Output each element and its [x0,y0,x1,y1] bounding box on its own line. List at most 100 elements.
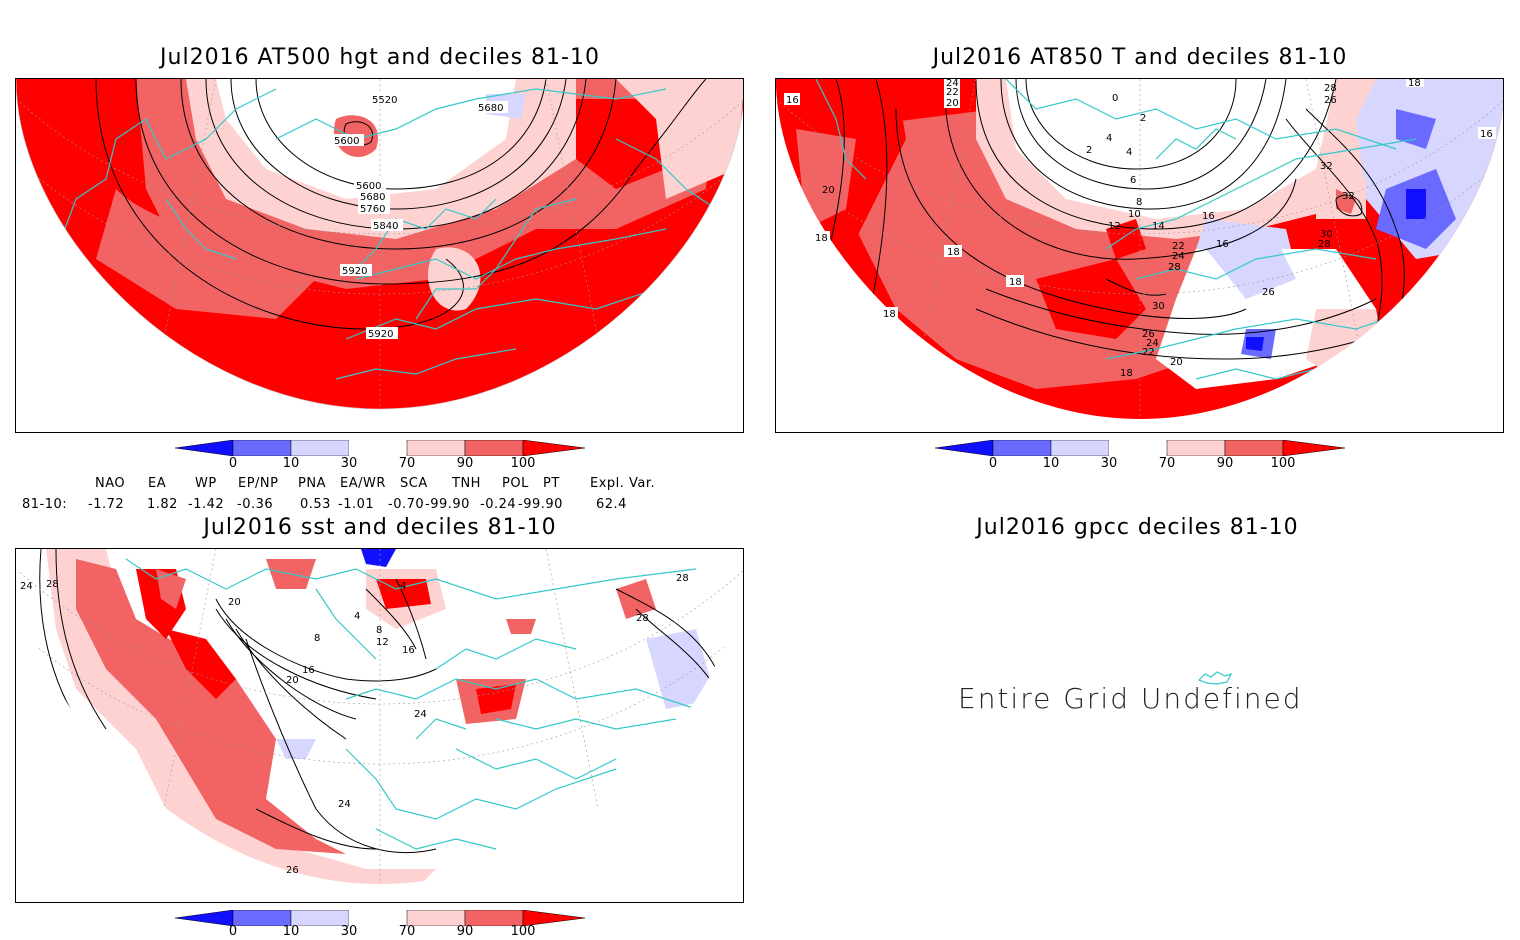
contour-label: 28 [1168,262,1181,273]
contour-label: 0 [1112,93,1118,104]
contour-label: 28 [46,579,59,590]
index-value: 1.82 [147,497,178,512]
contour-label: 8 [1136,197,1142,208]
contour-label: 22 [946,87,959,98]
colorbar-label: 30 [1100,456,1118,471]
contour-label: 18 [883,309,896,320]
contour-label: 22 [1172,241,1185,252]
contour-label: 22 [1142,347,1155,358]
contour-label: 26 [1324,95,1337,106]
contour-label: 18 [1009,277,1022,288]
colorbar-label: 70 [398,456,416,471]
index-value: -1.72 [88,497,125,512]
undefined-grid-message: Entire Grid Undefined [958,682,1303,715]
panel2-map-graphic: 16 24 22 20 0 2 4 2 4 6 8 10 12 14 16 18… [776,79,1503,419]
colorbar-label: 90 [456,456,474,471]
contour-label: 30 [1320,229,1333,240]
colorbar-label: 10 [282,456,300,471]
panel3-contour-labels: 24 28 20 8 4 4 8 12 16 16 20 24 24 26 28… [20,573,689,876]
contour-label: 5680 [478,103,503,114]
colorbar-label: 70 [1158,456,1176,471]
index-header: SCA [400,476,428,491]
contour-label: 5920 [342,266,367,277]
panel1-map-graphic: 5520 5680 5600 5600 5680 5760 5840 5920 … [16,79,743,410]
contour-label: 18 [1120,368,1133,379]
contour-label: 5920 [368,329,393,340]
contour-label: 24 [414,709,427,720]
index-header: NAO [95,476,126,491]
panel1-map: 5520 5680 5600 5600 5680 5760 5840 5920 … [15,78,744,433]
contour-label: 4 [400,581,406,592]
index-header: PNA [298,476,326,491]
contour-label: 4 [354,611,360,622]
contour-label: 16 [1202,211,1215,222]
contour-label: 16 [1480,129,1493,140]
contour-label: 18 [1408,79,1421,89]
contour-label: 6 [1130,175,1136,186]
colorbar-label: 0 [228,456,238,471]
coastline-fragment [1197,671,1233,685]
panel3-map-graphic: 24 28 20 8 4 4 8 12 16 16 20 24 24 26 28… [16,549,743,884]
contour-label: 20 [286,675,299,686]
panel3-title: Jul2016 sst and deciles 81-10 [203,515,557,540]
contour-label: 32 [1320,161,1333,172]
colorbar-label: 100 [510,924,536,939]
index-header: Expl. Var. [590,476,656,491]
index-value: 62.4 [596,497,627,512]
contour-label: 24 [1146,338,1159,349]
colorbar-panel3: 0 10 30 70 90 100 [174,909,586,940]
contour-label: 24 [20,581,33,592]
contour-label: 2 [1140,113,1146,124]
colorbar-panel1: 0 10 30 70 90 100 [174,439,586,474]
contour-label: 28 [676,573,689,584]
panel1-contour-labels: 5520 5680 5600 5600 5680 5760 5840 5920 … [332,93,508,340]
colorbar-panel2: 0 10 30 70 90 100 [934,439,1346,474]
panel2-contour-labels: 16 24 22 20 0 2 4 2 4 6 8 10 12 14 16 18… [784,79,1496,379]
contour-label: 28 [1324,83,1337,94]
index-value: -99.90 [425,497,470,512]
contour-label: 16 [402,645,415,656]
colorbar-label: 30 [340,924,358,939]
index-value: -1.42 [188,497,225,512]
colorbar-label: 10 [282,924,300,939]
contour-label: 2 [1086,145,1092,156]
panel3-map: 24 28 20 8 4 4 8 12 16 16 20 24 24 26 28… [15,548,744,903]
contour-label: 5760 [360,204,385,215]
index-header: EA [148,476,167,491]
panel2-title: Jul2016 AT850 T and deciles 81-10 [932,45,1348,70]
contour-label: 4 [1126,147,1132,158]
contour-label: 16 [302,665,315,676]
contour-label: 28 [636,613,649,624]
contour-label: 24 [338,799,351,810]
contour-label: 20 [822,185,835,196]
colorbar-label: 30 [340,456,358,471]
panel2-map: 16 24 22 20 0 2 4 2 4 6 8 10 12 14 16 18… [775,78,1504,433]
contour-label: 26 [1262,287,1275,298]
contour-label: 5600 [356,181,381,192]
contour-label: 12 [1108,221,1121,232]
colorbar-label: 0 [988,456,998,471]
contour-label: 26 [286,865,299,876]
contour-label: 20 [946,98,959,109]
colorbar-label: 10 [1042,456,1060,471]
index-header: POL [502,476,529,491]
contour-label: 16 [1216,239,1229,250]
contour-label: 18 [815,233,828,244]
contour-label: 5680 [360,192,385,203]
index-value: -0.70 [388,497,425,512]
colorbar-label: 100 [510,456,536,471]
index-header: EA/WR [340,476,386,491]
colorbar-panel1-graphic [174,439,586,457]
contour-label: 4 [1106,133,1112,144]
contour-label: 20 [228,597,241,608]
contour-label: 24 [1172,251,1185,262]
panel1-title: Jul2016 AT500 hgt and deciles 81-10 [160,45,600,70]
contour-label: 10 [1128,209,1141,220]
contour-label: 16 [786,95,799,106]
index-value: -99.90 [518,497,563,512]
colorbar-label: 0 [228,924,238,939]
contour-label: 12 [376,637,389,648]
contour-label: 18 [947,247,960,258]
index-value: -1.01 [338,497,375,512]
contour-label: 8 [314,633,320,644]
